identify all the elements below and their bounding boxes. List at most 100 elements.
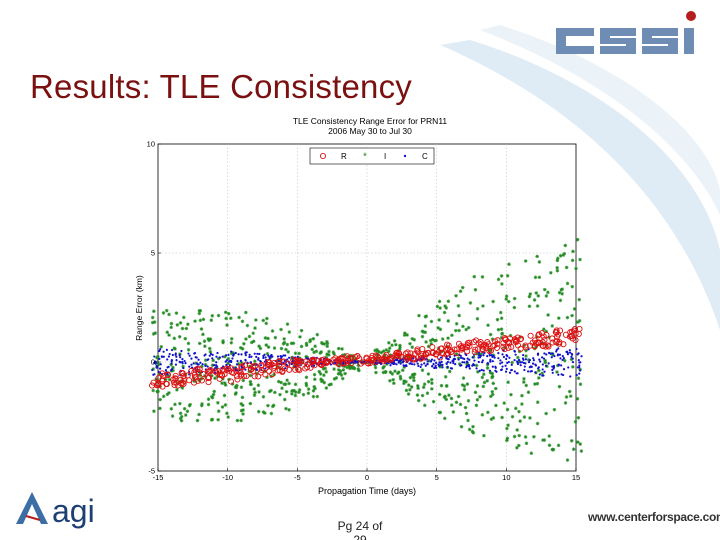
point-I	[210, 363, 215, 368]
point-I	[319, 350, 324, 354]
point-R	[330, 356, 337, 363]
point-I	[280, 386, 284, 390]
point-C	[575, 347, 578, 351]
point-I	[221, 377, 225, 381]
point-I	[480, 413, 485, 417]
point-I	[537, 275, 542, 280]
point-C	[413, 363, 416, 366]
point-I	[565, 458, 570, 462]
point-R	[262, 371, 269, 378]
point-C	[178, 360, 181, 363]
point-C	[416, 362, 419, 365]
point-I	[568, 394, 573, 398]
point-R	[266, 359, 273, 366]
point-C	[523, 368, 526, 372]
series-R-column-2	[177, 367, 195, 387]
point-C	[255, 368, 259, 372]
point-C	[426, 363, 429, 366]
point-I	[269, 388, 273, 393]
point-C	[232, 354, 235, 357]
point-I	[494, 386, 498, 391]
series-R-column-14	[343, 353, 363, 366]
point-I	[463, 405, 468, 410]
point-C	[497, 357, 500, 360]
point-I	[150, 320, 155, 325]
point-R	[164, 371, 171, 378]
point-I	[517, 433, 521, 438]
point-I	[165, 392, 170, 397]
point-I	[435, 304, 440, 309]
point-I	[291, 388, 295, 393]
point-I	[305, 355, 310, 360]
chart-title: TLE Consistency Range Error for PRN11	[293, 116, 448, 126]
point-C	[434, 364, 437, 367]
point-I	[454, 400, 459, 405]
point-I	[379, 350, 384, 355]
point-I	[577, 318, 582, 323]
point-R	[464, 340, 471, 347]
point-I	[384, 348, 388, 352]
point-I	[430, 387, 434, 391]
point-C	[544, 364, 548, 367]
point-I	[197, 308, 202, 313]
point-I	[313, 386, 317, 391]
point-R	[437, 345, 444, 352]
point-C	[532, 359, 536, 362]
point-I	[285, 342, 290, 347]
point-C	[448, 355, 452, 359]
point-I	[574, 266, 578, 271]
point-R	[414, 348, 421, 355]
point-I	[211, 392, 216, 397]
point-I	[319, 377, 323, 382]
point-C	[229, 360, 233, 364]
point-I	[555, 265, 559, 270]
point-I	[422, 382, 427, 386]
point-C	[204, 364, 207, 368]
point-I	[308, 339, 312, 344]
point-C	[397, 361, 400, 364]
point-I	[285, 378, 289, 383]
point-I	[451, 410, 456, 414]
point-C	[479, 354, 482, 357]
point-I	[338, 371, 342, 376]
point-C	[255, 355, 258, 358]
point-I	[183, 413, 188, 417]
point-I	[208, 337, 213, 341]
point-R	[572, 337, 579, 344]
point-I	[356, 363, 361, 368]
point-C	[181, 357, 184, 361]
point-C	[491, 365, 494, 368]
point-I	[563, 401, 568, 405]
point-I	[420, 334, 425, 339]
point-I	[329, 382, 333, 386]
point-C	[225, 354, 228, 357]
point-I	[443, 394, 447, 399]
point-C	[234, 351, 237, 355]
point-I	[167, 333, 171, 337]
point-I	[576, 376, 581, 380]
point-I	[533, 382, 537, 386]
point-C	[168, 352, 171, 356]
point-C	[164, 369, 167, 372]
point-I	[517, 409, 521, 414]
point-C	[206, 365, 209, 368]
point-R	[531, 343, 538, 350]
point-I	[454, 322, 459, 326]
point-C	[244, 354, 247, 357]
point-R	[310, 356, 317, 363]
point-I	[240, 347, 245, 351]
point-R	[492, 338, 499, 345]
point-I	[456, 356, 461, 360]
point-I	[439, 383, 444, 388]
point-I	[182, 315, 186, 320]
chart-subtitle: 2006 May 30 to Jul 30	[328, 126, 412, 136]
point-C	[555, 350, 558, 353]
point-I	[186, 341, 191, 346]
point-C	[499, 362, 502, 365]
point-I	[220, 381, 224, 385]
x-tick-label-2: -5	[294, 473, 301, 482]
point-I	[239, 385, 244, 389]
point-I	[517, 359, 522, 364]
point-R	[393, 352, 401, 359]
series-C-column-20	[429, 356, 444, 370]
